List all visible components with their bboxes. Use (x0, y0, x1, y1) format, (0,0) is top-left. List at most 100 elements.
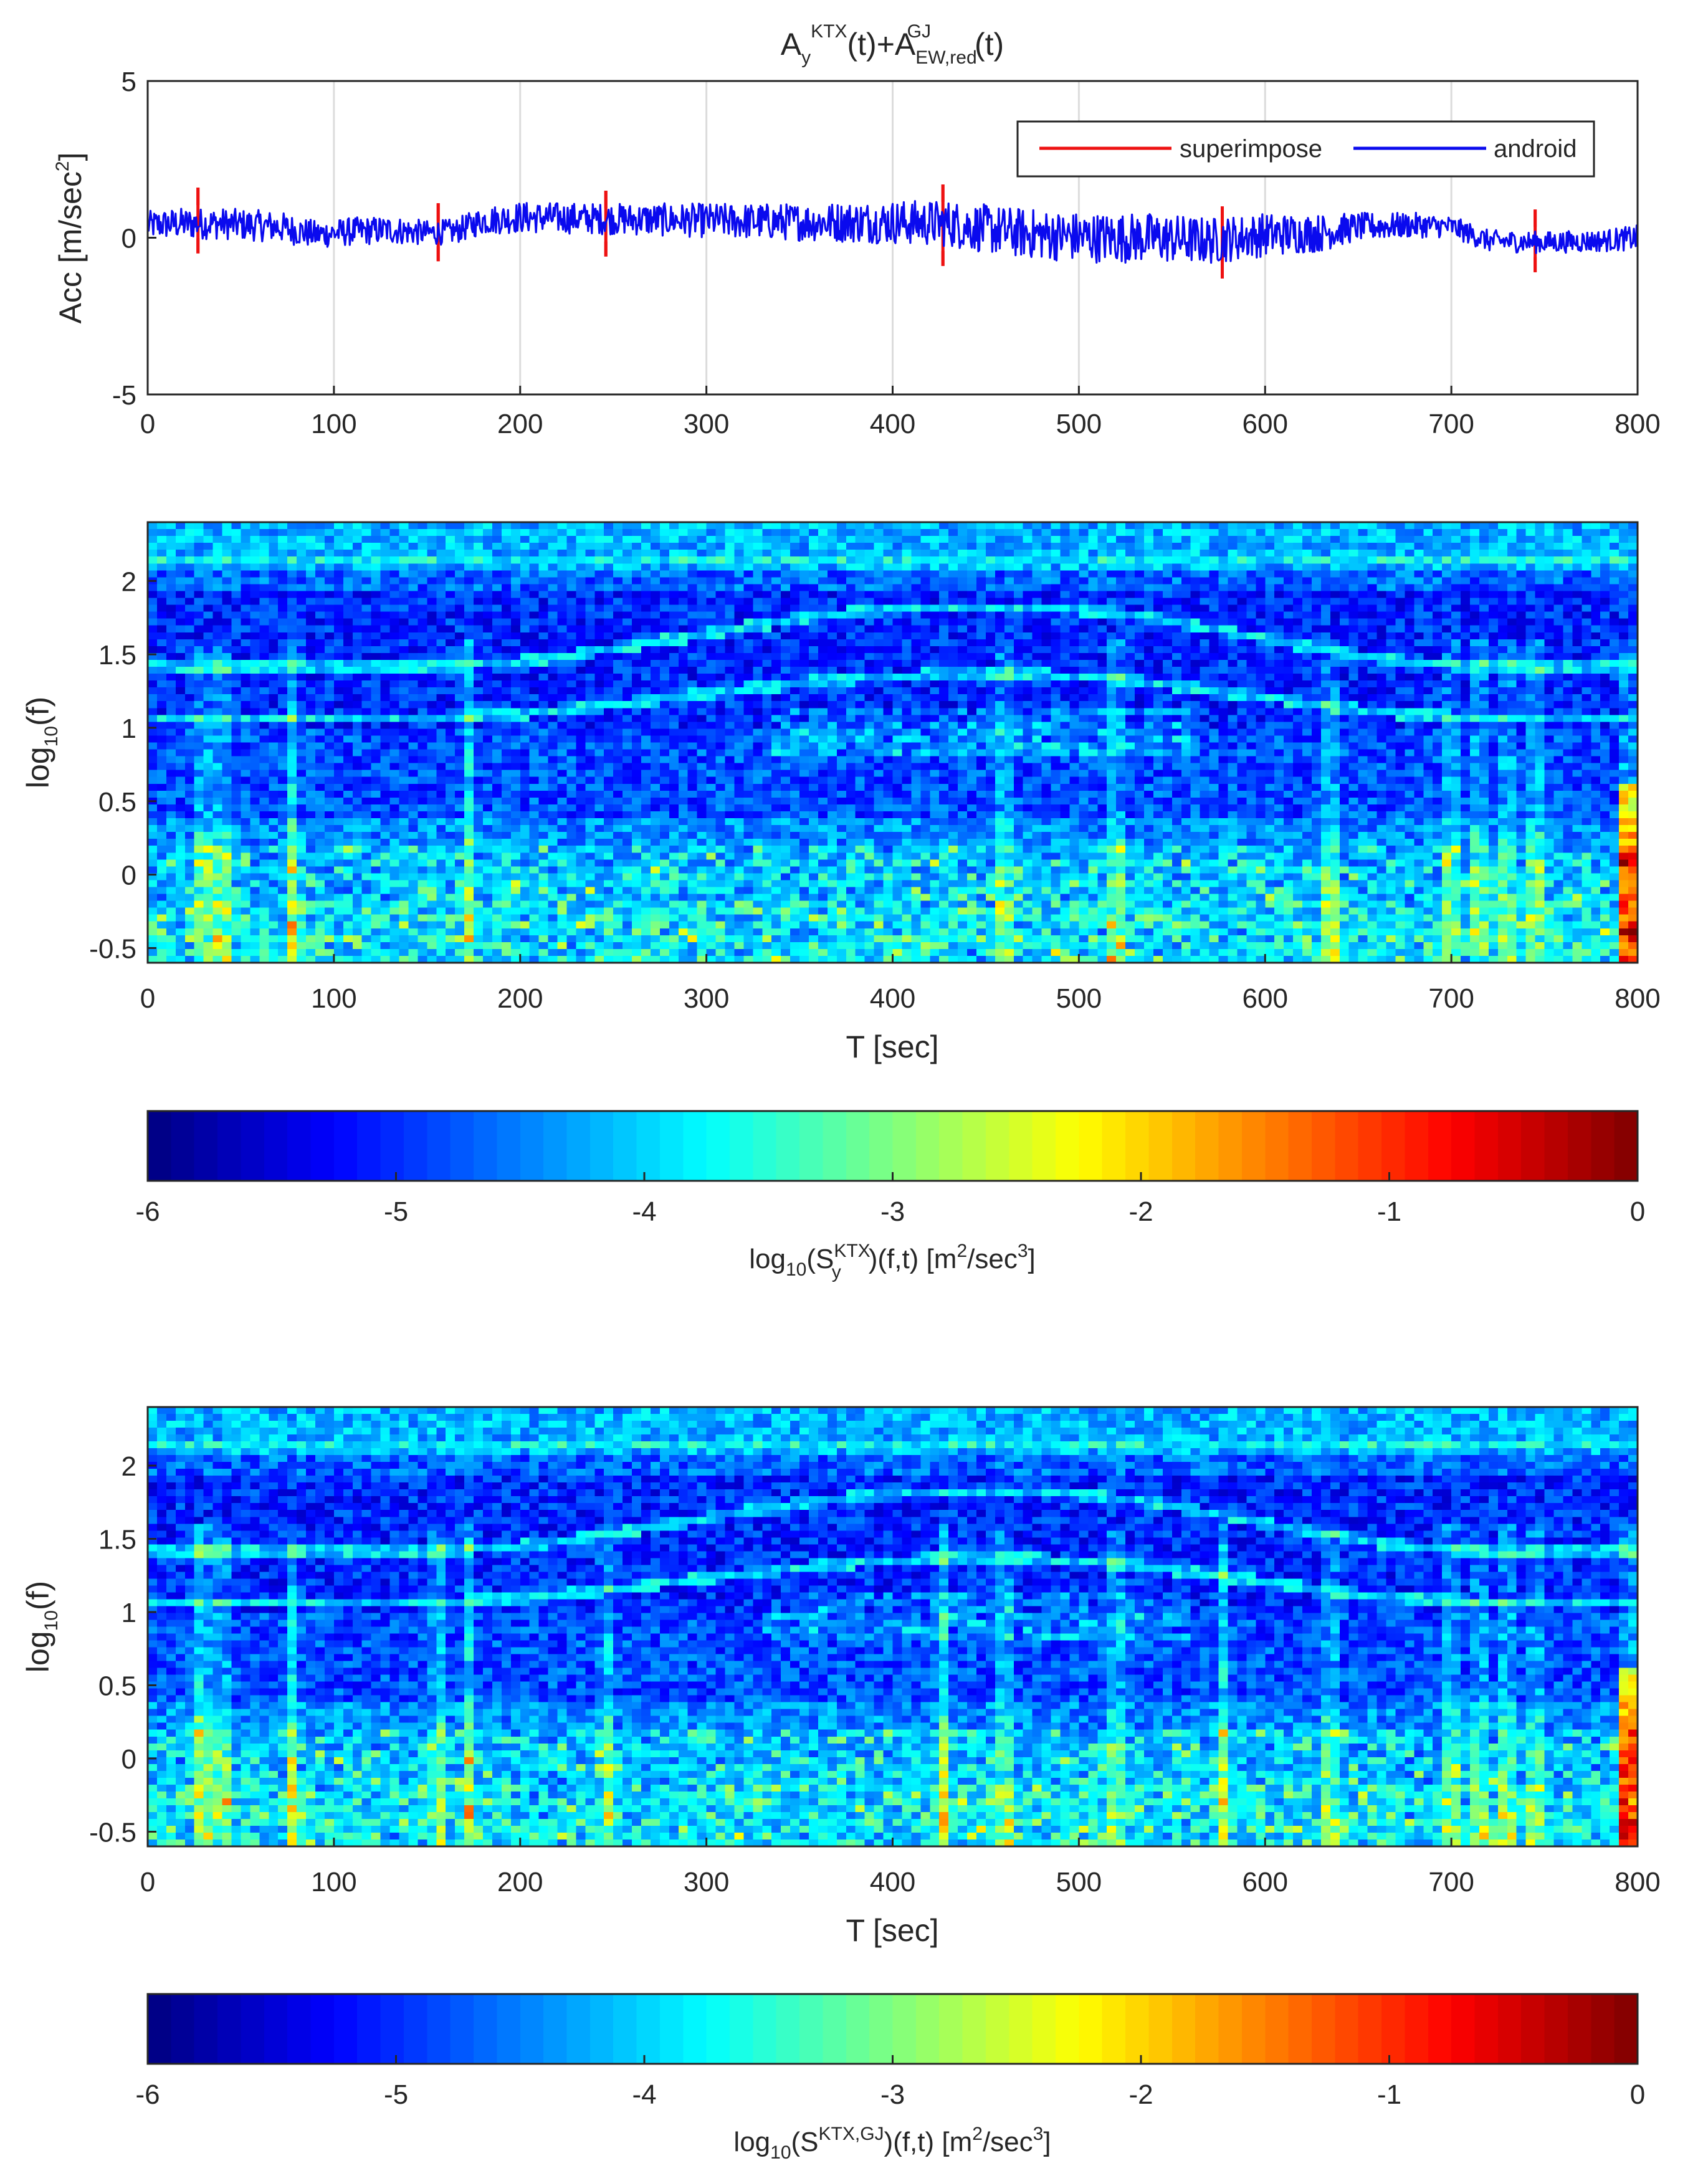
heatmap-cell (297, 708, 307, 715)
heatmap-cell (538, 674, 549, 681)
heatmap-cell (427, 790, 437, 798)
heatmap-cell (501, 914, 512, 922)
heatmap-cell (408, 708, 418, 715)
heatmap-cell (212, 632, 223, 640)
heatmap-cell (818, 556, 828, 564)
heatmap-cell (715, 749, 726, 757)
heatmap-cell (194, 894, 204, 902)
heatmap-cell (222, 804, 232, 812)
heatmap-cell (427, 543, 437, 550)
heatmap-cell (306, 880, 316, 888)
heatmap-cell (203, 611, 214, 619)
y-tick-label: 5 (122, 67, 136, 97)
heatmap-cell (389, 728, 400, 737)
heatmap-cell (650, 632, 661, 640)
heatmap-cell (510, 887, 521, 895)
heatmap-cell (269, 728, 279, 737)
heatmap-cell (585, 604, 595, 613)
heatmap-cell (725, 722, 735, 730)
heatmap-cell (697, 694, 707, 702)
heatmap-cell (501, 770, 512, 778)
heatmap-cell (809, 859, 819, 867)
heatmap-cell (641, 776, 651, 785)
heatmap-cell (566, 866, 577, 874)
heatmap-cell (464, 639, 474, 647)
heatmap-cell (743, 756, 753, 764)
heatmap-cell (669, 625, 679, 633)
heatmap-cell (529, 680, 540, 688)
heatmap-cell (846, 756, 856, 764)
heatmap-cell (594, 818, 604, 826)
heatmap-cell (846, 563, 856, 571)
heatmap-cell (166, 639, 176, 647)
heatmap-cell (241, 914, 250, 922)
heatmap-cell (222, 715, 232, 722)
heatmap-cell (566, 935, 577, 943)
heatmap-cell (613, 914, 623, 922)
heatmap-cell (352, 536, 363, 543)
heatmap-cell (520, 839, 530, 846)
heatmap-cell (538, 680, 549, 688)
heatmap-cell (250, 708, 260, 715)
heatmap-cell (846, 887, 856, 895)
heatmap-cell (222, 577, 232, 585)
heatmap-cell (352, 728, 363, 737)
heatmap-cell (417, 776, 427, 785)
heatmap-cell (594, 804, 604, 812)
heatmap-cell (510, 715, 521, 722)
heatmap-cell (501, 866, 512, 874)
heatmap-cell (781, 652, 791, 661)
heatmap-cell (538, 894, 549, 902)
heatmap-cell (371, 776, 381, 785)
heatmap-cell (361, 570, 372, 578)
heatmap-cell (492, 866, 502, 874)
time-series-plot: 0 100 200 300 400 500 600 700 800-505AyKTX(t)+AE… (52, 21, 1661, 439)
heatmap-cell (212, 687, 223, 695)
heatmap-cell (743, 776, 753, 785)
heatmap-cell (166, 611, 176, 619)
heatmap-cell (725, 674, 735, 681)
heatmap-cell (446, 722, 456, 730)
heatmap-cell (678, 770, 689, 778)
heatmap-cell (678, 701, 689, 709)
heatmap-cell (446, 942, 456, 950)
heatmap-cell (482, 652, 493, 661)
heatmap-cell (446, 529, 456, 537)
heatmap-cell (156, 756, 167, 764)
heatmap-cell (417, 955, 427, 963)
heatmap-cell (399, 632, 409, 640)
heatmap-cell (222, 742, 232, 750)
heatmap-cell (548, 749, 558, 757)
heatmap-cell (352, 529, 363, 537)
heatmap-cell (659, 804, 670, 812)
heatmap-cell (231, 832, 242, 839)
heatmap-cell (762, 708, 772, 715)
heatmap-cell (184, 715, 195, 722)
heatmap-cell (697, 749, 707, 757)
heatmap-cell (827, 577, 837, 585)
heatmap-cell (352, 604, 363, 613)
heatmap-cell (212, 776, 223, 785)
heatmap-cell (557, 604, 568, 613)
heatmap-cell (287, 604, 297, 613)
heatmap-cell (297, 776, 307, 785)
heatmap-cell (231, 887, 242, 895)
heatmap-cell (557, 701, 568, 709)
heatmap-cell (482, 563, 493, 571)
heatmap-cell (510, 625, 521, 633)
heatmap-cell (399, 536, 409, 543)
heatmap-cell (455, 694, 465, 702)
heatmap-cell (669, 907, 679, 915)
heatmap-cell (771, 742, 781, 750)
heatmap-cell (790, 556, 800, 564)
heatmap-cell (818, 866, 828, 874)
heatmap-cell (548, 694, 558, 702)
heatmap-cell (548, 948, 558, 957)
heatmap-cell (148, 632, 158, 640)
heatmap-cell (641, 722, 651, 730)
heatmap-cell (548, 611, 558, 619)
heatmap-cell (790, 722, 800, 730)
heatmap-cell (790, 632, 800, 640)
heatmap-cell (641, 632, 651, 640)
heatmap-cell (613, 866, 623, 874)
